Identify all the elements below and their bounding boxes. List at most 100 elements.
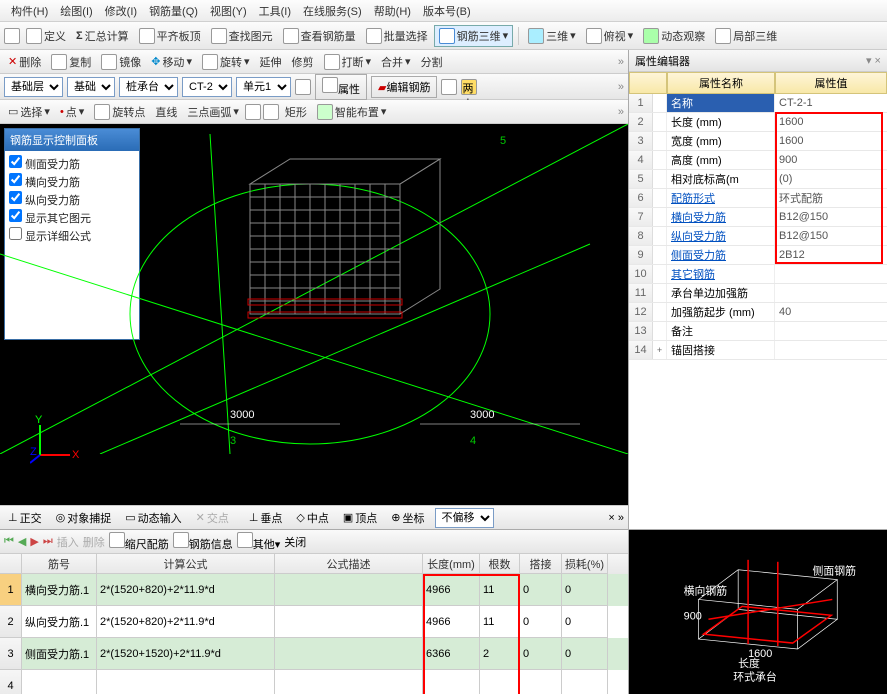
menu-item[interactable]: 工具(I) bbox=[254, 1, 296, 21]
menu-item[interactable]: 修改(I) bbox=[100, 1, 142, 21]
close-icon[interactable]: ▾ × bbox=[866, 54, 881, 67]
rotpt-button[interactable]: 旋转点 bbox=[90, 102, 149, 122]
dyninput-toggle[interactable]: ▭动态输入 bbox=[121, 508, 185, 528]
move-button[interactable]: ✥移动▾ bbox=[147, 52, 196, 72]
view3d-button[interactable]: 三维▾ bbox=[524, 26, 580, 46]
doc-icon[interactable] bbox=[4, 28, 20, 44]
property-row[interactable]: 14+锚固搭接 bbox=[629, 341, 887, 360]
ortho-toggle[interactable]: ⊥正交 bbox=[4, 508, 46, 528]
layer-icon[interactable] bbox=[441, 79, 457, 95]
property-row[interactable]: 11承台单边加强筋 bbox=[629, 284, 887, 303]
insert-button[interactable]: 插入 bbox=[57, 534, 79, 550]
delete-button[interactable]: ✕删除 bbox=[4, 52, 45, 72]
property-row[interactable]: 4高度 (mm)900 bbox=[629, 151, 887, 170]
two-pt-icon[interactable]: 两点 bbox=[461, 79, 477, 95]
shape-icon[interactable] bbox=[245, 104, 261, 120]
break-button[interactable]: 打断▾ bbox=[320, 52, 376, 72]
menu-item[interactable]: 帮助(H) bbox=[369, 1, 416, 21]
arc-button[interactable]: 三点画弧▾ bbox=[183, 102, 243, 122]
perp-snap[interactable]: ⊥垂点 bbox=[245, 508, 287, 528]
nav-prev-icon[interactable]: ◀ bbox=[18, 535, 26, 548]
unit-select[interactable]: 单元1 bbox=[236, 77, 291, 97]
viewport-3d[interactable]: 钢筋显示控制面板 侧面受力筋 横向受力筋 纵向受力筋 显示其它图元 显示详细公式… bbox=[0, 124, 628, 505]
extend-button[interactable]: 延伸 bbox=[256, 52, 286, 72]
col-header: 长度(mm) bbox=[423, 554, 480, 574]
define-button[interactable]: 定义 bbox=[22, 26, 70, 46]
nav-first-icon[interactable]: ⏮ bbox=[4, 535, 14, 548]
rebar-info-button[interactable]: 钢筋信息 bbox=[173, 532, 233, 552]
property-editor: 属性编辑器▾ × 属性名称 属性值 1名称CT-2-12长度 (mm)16003… bbox=[628, 50, 887, 529]
mid-snap[interactable]: ◇中点 bbox=[292, 508, 332, 528]
select-button[interactable]: ▭选择▾ bbox=[4, 102, 54, 122]
property-row[interactable]: 12加强筋起步 (mm)40 bbox=[629, 303, 887, 322]
local3d-button[interactable]: 局部三维 bbox=[711, 26, 781, 46]
floor-select[interactable]: 基础层 bbox=[4, 77, 63, 97]
merge-button[interactable]: 合并▾ bbox=[377, 52, 415, 72]
menu-item[interactable]: 版本号(B) bbox=[418, 1, 476, 21]
batch-button[interactable]: 批量选择 bbox=[362, 26, 432, 46]
property-row[interactable]: 5相对底标高(m(0) bbox=[629, 170, 887, 189]
svg-text:环式承台: 环式承台 bbox=[733, 670, 777, 684]
coord-snap[interactable]: ⊕坐标 bbox=[387, 508, 428, 528]
find-button[interactable]: 查找图元 bbox=[207, 26, 277, 46]
copy-button[interactable]: 复制 bbox=[47, 52, 95, 72]
nav-next-icon[interactable]: ▶ bbox=[30, 535, 38, 548]
osnap-toggle[interactable]: ◎对象捕捉 bbox=[52, 508, 116, 528]
svg-text:横向钢筋: 横向钢筋 bbox=[684, 583, 728, 597]
svg-text:3: 3 bbox=[230, 435, 236, 447]
rotate-button[interactable]: 旋转▾ bbox=[198, 52, 254, 72]
tool-icon[interactable] bbox=[295, 79, 311, 95]
element-select[interactable]: CT-2 bbox=[182, 77, 232, 97]
rect-button[interactable]: 矩形 bbox=[281, 102, 311, 122]
category-select[interactable]: 基础 bbox=[67, 77, 115, 97]
delete-row-button[interactable]: 删除 bbox=[83, 534, 105, 550]
table-row[interactable]: 4 bbox=[0, 670, 628, 694]
scale-button[interactable]: 缩尺配筋 bbox=[109, 532, 169, 552]
table-row[interactable]: 1横向受力筋.12*(1520+820)+2*11.9*d49661100 bbox=[0, 574, 628, 606]
property-row[interactable]: 6配筋形式环式配筋 bbox=[629, 189, 887, 208]
split-button[interactable]: 分割 bbox=[417, 52, 447, 72]
menu-item[interactable]: 绘图(I) bbox=[55, 1, 97, 21]
table-row[interactable]: 2纵向受力筋.12*(1520+820)+2*11.9*d49661100 bbox=[0, 606, 628, 638]
menu-item[interactable]: 在线服务(S) bbox=[298, 1, 367, 21]
snap-status-bar: ⊥正交 ◎对象捕捉 ▭动态输入 ✕交点 ⊥垂点 ◇中点 ▣顶点 ⊕坐标 不偏移 … bbox=[0, 505, 628, 529]
type-select[interactable]: 桩承台 bbox=[119, 77, 178, 97]
line-button[interactable]: 直线 bbox=[151, 102, 181, 122]
topview-button[interactable]: 俯视▾ bbox=[582, 26, 638, 46]
orbit-button[interactable]: 动态观察 bbox=[639, 26, 709, 46]
intersect-snap[interactable]: ✕交点 bbox=[192, 508, 233, 528]
property-row[interactable]: 7横向受力筋B12@150 bbox=[629, 208, 887, 227]
menu-item[interactable]: 视图(Y) bbox=[205, 1, 252, 21]
other-button[interactable]: 其他▾ bbox=[237, 532, 281, 552]
selector-row: 基础层 基础 桩承台 CT-2 单元1 属性 ▰编辑钢筋 两点 » bbox=[0, 74, 628, 100]
edit-toolbar: ✕删除 复制 镜像 ✥移动▾ 旋转▾ 延伸 修剪 打断▾ 合并▾ 分割 » bbox=[0, 50, 628, 74]
trim-button[interactable]: 修剪 bbox=[288, 52, 318, 72]
property-row[interactable]: 3宽度 (mm)1600 bbox=[629, 132, 887, 151]
rebar-qty-button[interactable]: 查看钢筋量 bbox=[279, 26, 360, 46]
property-row[interactable]: 8纵向受力筋B12@150 bbox=[629, 227, 887, 246]
table-row[interactable]: 3侧面受力筋.12*(1520+1520)+2*11.9*d6366200 bbox=[0, 638, 628, 670]
close-button[interactable]: 关闭 bbox=[284, 534, 306, 550]
property-row[interactable]: 10其它钢筋 bbox=[629, 265, 887, 284]
calculation-table: 筋号 计算公式 公式描述 长度(mm) 根数 搭接 损耗(%) 1横向受力筋.1… bbox=[0, 554, 628, 694]
menu-item[interactable]: 构件(H) bbox=[6, 1, 53, 21]
menu-item[interactable]: 钢筋量(Q) bbox=[144, 1, 203, 21]
level-button[interactable]: 平齐板顶 bbox=[135, 26, 205, 46]
point-button[interactable]: •点▾ bbox=[56, 102, 88, 122]
shape-icon[interactable] bbox=[263, 104, 279, 120]
sum-button[interactable]: Σ汇总计算 bbox=[72, 26, 133, 46]
mirror-button[interactable]: 镜像 bbox=[97, 52, 145, 72]
smart-button[interactable]: 智能布置▾ bbox=[313, 102, 391, 122]
property-row[interactable]: 13备注 bbox=[629, 322, 887, 341]
offset-select[interactable]: 不偏移 bbox=[435, 508, 494, 528]
nav-last-icon[interactable]: ⏭ bbox=[43, 535, 53, 548]
vert-snap[interactable]: ▣顶点 bbox=[339, 508, 381, 528]
property-row[interactable]: 9侧面受力筋2B12 bbox=[629, 246, 887, 265]
edit-rebar-button[interactable]: ▰编辑钢筋 bbox=[371, 76, 437, 98]
property-row[interactable]: 2长度 (mm)1600 bbox=[629, 113, 887, 132]
svg-text:1600: 1600 bbox=[748, 648, 772, 660]
rebar3d-button[interactable]: 钢筋三维▾ bbox=[434, 25, 514, 47]
prop-header-value: 属性值 bbox=[775, 72, 887, 94]
attr-button[interactable]: 属性 bbox=[315, 74, 367, 100]
property-row[interactable]: 1名称CT-2-1 bbox=[629, 94, 887, 113]
